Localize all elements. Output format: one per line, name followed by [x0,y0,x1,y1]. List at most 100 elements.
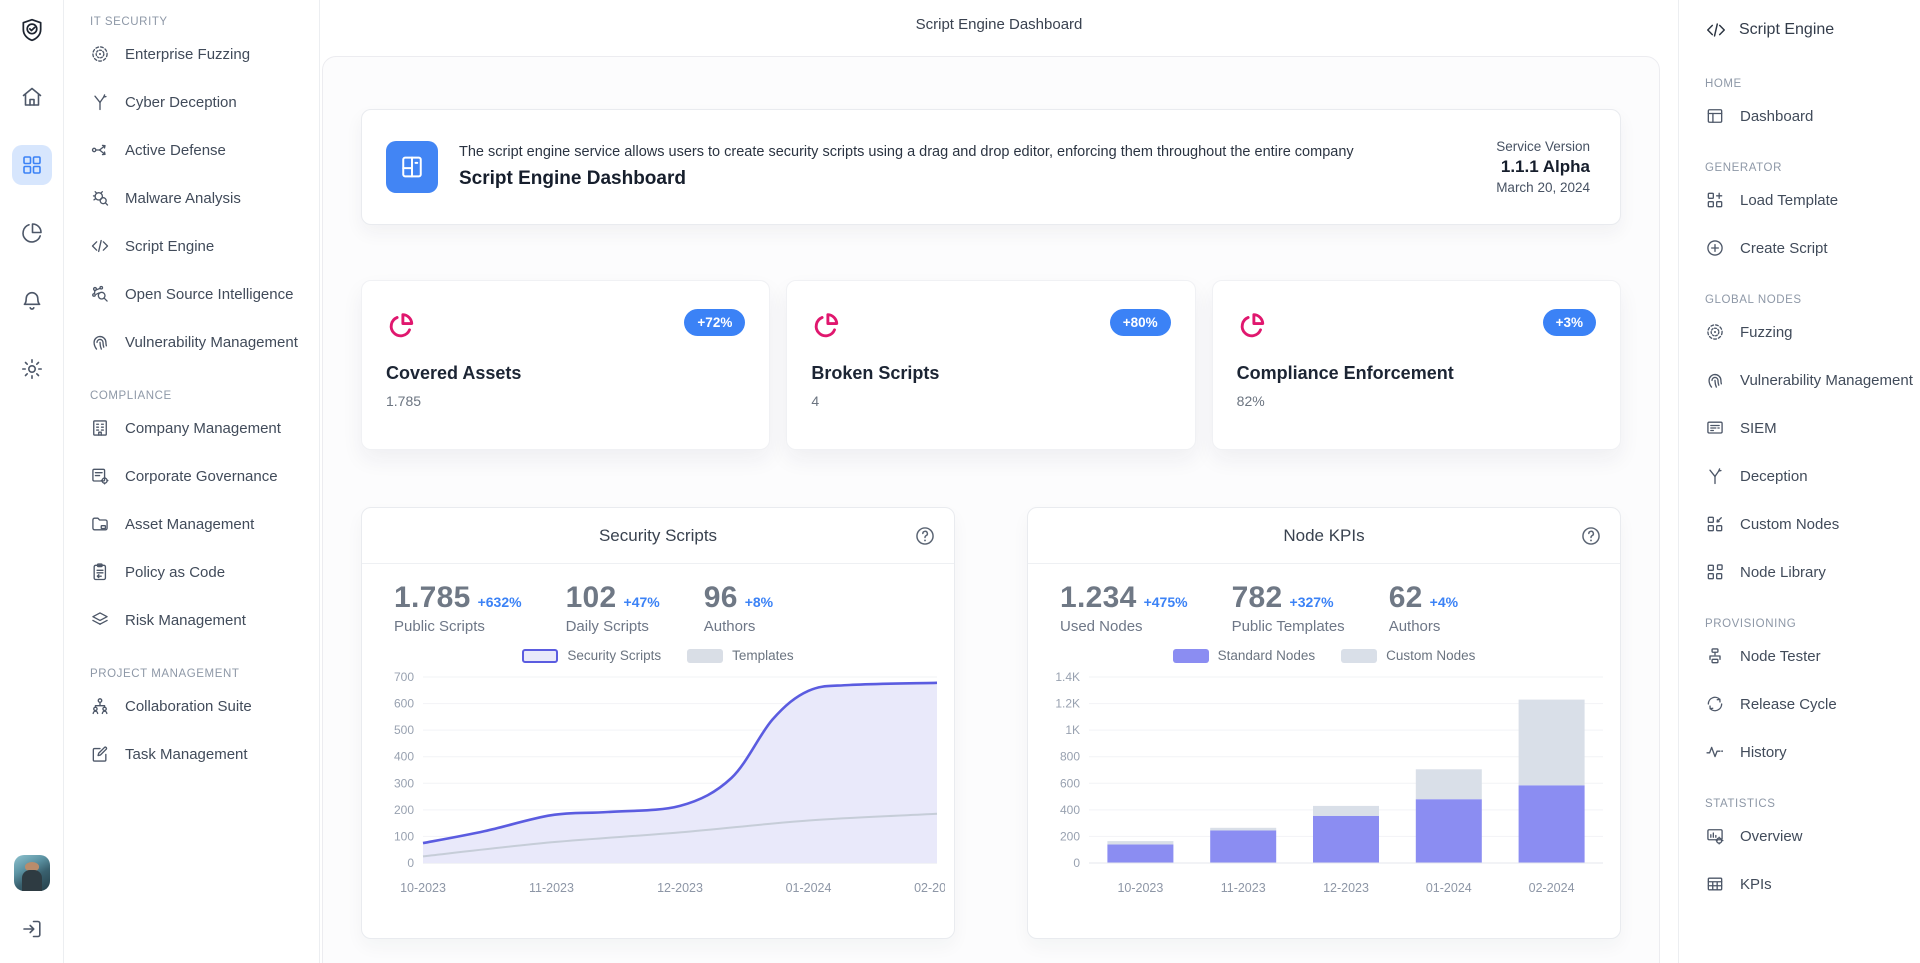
overview-icon [1705,826,1725,846]
nav-item-create-script[interactable]: Create Script [1705,224,1920,272]
nav-item-company-management[interactable]: Company Management [64,404,319,452]
legend-swatch [687,648,724,663]
nav-item-collaboration-suite[interactable]: Collaboration Suite [64,682,319,730]
folder-icon [90,514,110,534]
nav-item-label: Cyber Deception [125,93,237,111]
nav-item-label: Node Tester [1740,647,1821,665]
nav-item-script-engine[interactable]: Script Engine [64,222,319,270]
nav-item-asset-management[interactable]: Asset Management [64,500,319,548]
layout-blue-icon [386,141,438,193]
nav-item-vulnerability-management[interactable]: Vulnerability Management [1705,356,1920,404]
nav-item-dashboard[interactable]: Dashboard [1705,92,1920,140]
svg-text:02-2024: 02-2024 [1529,881,1575,895]
nav-item-label: History [1740,743,1787,761]
grid-edit-icon [1705,514,1725,534]
grid-library-icon [1705,562,1725,582]
nav-item-label: Policy as Code [125,563,226,581]
chart-stat-label: Public Templates [1231,618,1345,635]
nav-item-enterprise-fuzzing[interactable]: Enterprise Fuzzing [64,30,319,78]
svg-text:10-2023: 10-2023 [400,881,446,895]
svg-text:01-2024: 01-2024 [1426,881,1472,895]
legend-swatch [1172,648,1209,663]
info-description: The script engine service allows users t… [459,144,1354,160]
nav-item-history[interactable]: History [1705,728,1920,776]
legend-label: Standard Nodes [1217,648,1316,663]
nav-item-node-library[interactable]: Node Library [1705,548,1920,596]
building-icon [90,418,110,438]
nav-item-vulnerability-management[interactable]: Vulnerability Management [64,318,319,366]
legend-swatch [522,648,559,663]
section-label: HOME [1705,78,1742,90]
nav-item-policy-as-code[interactable]: Policy as Code [64,548,319,596]
logout-icon[interactable] [12,909,52,949]
gear-icon[interactable] [12,349,52,389]
kpi-table-icon [1705,874,1725,894]
rail-bottom [12,855,52,949]
fuzzing-icon [90,44,110,64]
context-sidebar-header[interactable]: Script Engine [1705,16,1920,44]
nav-item-label: Company Management [125,419,281,437]
nav-item-node-tester[interactable]: Node Tester [1705,632,1920,680]
malware-icon [90,188,110,208]
stat-badge: +3% [1542,309,1596,336]
nav-item-corporate-governance[interactable]: Corporate Governance [64,452,319,500]
circle-plus-icon [1705,238,1725,258]
nav-item-risk-management[interactable]: Risk Management [64,596,319,644]
context-sidebar: Script Engine HOME Dashboard GENERATOR Load… [1678,0,1920,963]
nav-item-active-defense[interactable]: Active Defense [64,126,319,174]
nav-section-provisioning: PROVISIONING Node Tester Release Cycle Hist… [1705,618,1920,776]
chart-stat-public-templates: 782 +327% Public Templates [1232,581,1345,635]
info-text: The script engine service allows users t… [459,144,1354,190]
nav-item-label: SIEM [1740,419,1777,437]
nav-item-label: Task Management [125,745,248,763]
nav-item-label: Node Library [1740,563,1826,581]
info-card: The script engine service allows users t… [361,109,1621,225]
nav-item-label: Asset Management [125,515,255,533]
nav-item-open-source-intelligence[interactable]: Open Source Intelligence [64,270,319,318]
chart-stat-value: 1.234 [1060,581,1137,614]
svg-text:300: 300 [394,776,414,790]
pie-stat-icon [386,311,416,341]
nav-item-overview[interactable]: Overview [1705,812,1920,860]
nav-item-kpis[interactable]: KPIs [1705,860,1920,908]
node-tester-icon [1705,646,1725,666]
nav-item-deception[interactable]: Deception [1705,452,1920,500]
section-label: GLOBAL NODES [1705,294,1802,306]
chart-stats: 1.785 +632% Public Scripts 102 +47% Dail… [362,564,954,635]
active-defense-icon [90,140,110,160]
avatar[interactable] [13,855,50,891]
pie-chart-icon[interactable] [12,213,52,253]
stat-card-covered-assets: +72% Covered Assets 1.785 [361,280,771,450]
nav-item-task-management[interactable]: Task Management [64,730,319,778]
chart-stat-label: Authors [1388,618,1441,635]
section-label: PROVISIONING [1705,618,1797,630]
nav-item-load-template[interactable]: Load Template [1705,176,1920,224]
nav-item-fuzzing[interactable]: Fuzzing [1705,308,1920,356]
dashboard-grid-icon-active[interactable] [11,145,52,185]
help-icon[interactable] [1580,525,1602,547]
svg-text:200: 200 [1060,829,1080,843]
help-icon[interactable] [914,525,936,547]
bell-icon[interactable] [12,281,52,321]
nav-item-release-cycle[interactable]: Release Cycle [1705,680,1920,728]
nav-item-custom-nodes[interactable]: Custom Nodes [1705,500,1920,548]
nav-item-cyber-deception[interactable]: Cyber Deception [64,78,319,126]
chart-title: Security Scripts [362,508,954,564]
stat-title: Compliance Enforcement [1236,363,1454,383]
refresh-icon [1705,694,1725,714]
svg-text:0: 0 [1073,856,1080,870]
page-title: Script Engine Dashboard [915,15,1083,33]
svg-text:01-2024: 01-2024 [786,881,832,895]
home-icon[interactable] [12,77,52,117]
code-icon [90,236,110,256]
chart-stat-value: 62 [1388,581,1423,614]
nav-section-statistics: STATISTICS Overview KPIs [1705,798,1920,908]
nav-item-malware-analysis[interactable]: Malware Analysis [64,174,319,222]
shield-check-icon[interactable] [10,8,54,52]
service-version-block: Service Version 1.1.1 Alpha March 20, 20… [1496,139,1590,195]
nav-item-label: Deception [1740,467,1808,485]
svg-text:200: 200 [394,803,414,817]
grid-plus-icon [1705,190,1725,210]
chart-stat-authors: 62 +4% Authors [1389,581,1458,635]
nav-item-siem[interactable]: SIEM [1705,404,1920,452]
